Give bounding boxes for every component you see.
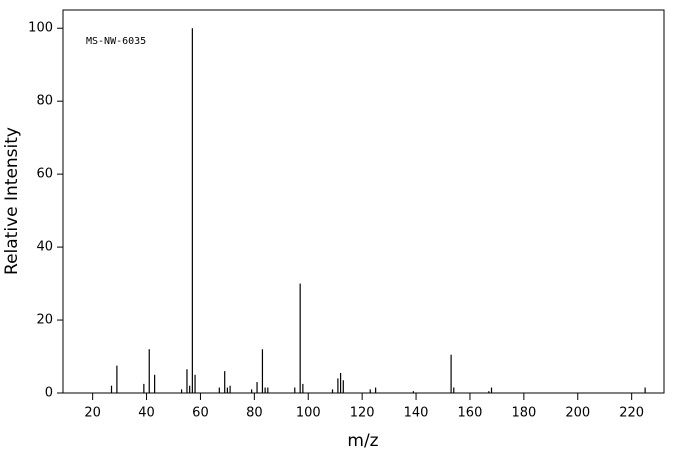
x-tick-label: 80 <box>246 406 263 421</box>
x-tick-label: 60 <box>192 406 209 421</box>
x-tick-label: 20 <box>84 406 101 421</box>
y-tick-label: 100 <box>28 21 53 36</box>
plot-frame <box>62 9 665 394</box>
y-axis-label: Relative Intensity <box>2 127 22 275</box>
x-tick-label: 200 <box>565 406 590 421</box>
annotation: MS-NW-6035 <box>86 36 146 47</box>
y-tick-label: 80 <box>36 94 53 109</box>
x-tick-label: 40 <box>138 406 155 421</box>
x-tick-label: 180 <box>511 406 536 421</box>
x-tick-label: 100 <box>296 406 321 421</box>
x-axis-label: m/z <box>347 431 378 451</box>
x-tick-label: 120 <box>350 406 375 421</box>
x-tick-label: 220 <box>619 406 644 421</box>
x-tick-label: 140 <box>404 406 429 421</box>
y-tick-label: 40 <box>36 240 53 255</box>
y-tick-label: 60 <box>36 167 53 182</box>
y-tick-label: 0 <box>45 386 53 401</box>
x-tick-label: 160 <box>458 406 483 421</box>
y-tick-label: 20 <box>36 313 53 328</box>
